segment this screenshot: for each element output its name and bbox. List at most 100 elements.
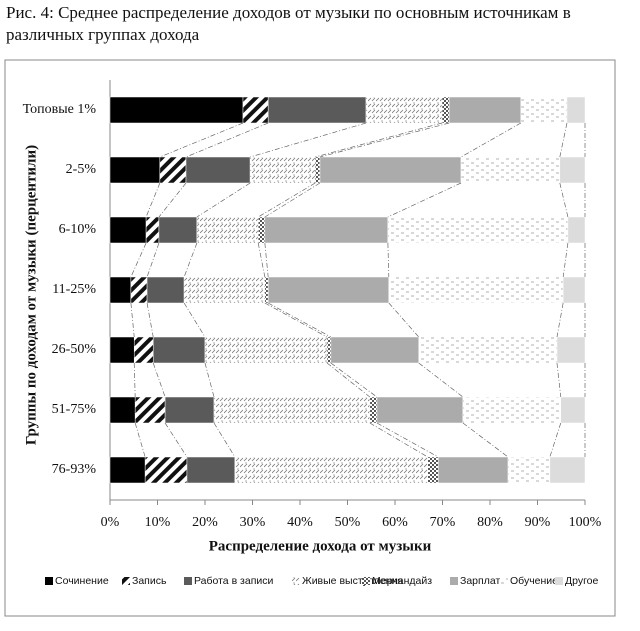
bar-segment <box>257 216 266 244</box>
bar-segment <box>462 396 562 424</box>
bar-segment <box>152 336 206 364</box>
connector-line <box>258 182 316 218</box>
bar-segment <box>427 456 439 484</box>
x-tick-label: 80% <box>477 515 503 530</box>
legend-label: Обучение <box>510 575 558 587</box>
frame <box>4 59 616 617</box>
connector-line <box>130 242 147 278</box>
legend-swatch <box>184 577 192 585</box>
connector-line <box>185 122 269 158</box>
bar-segment <box>460 156 561 184</box>
bar-segment <box>159 156 187 184</box>
bar-segment <box>109 96 244 124</box>
legend-label: Живые выступления <box>302 575 403 587</box>
connector-line <box>330 362 378 398</box>
bar-segment <box>249 156 316 184</box>
connector-line <box>559 182 569 218</box>
y-tick-label: 26-50% <box>52 342 97 357</box>
connector-line <box>264 302 328 338</box>
bar-segment <box>158 216 198 244</box>
connector-line <box>183 242 198 278</box>
connector-line <box>549 422 562 458</box>
x-tick-label: 20% <box>192 515 218 530</box>
bar-segment <box>448 96 522 124</box>
connector-line <box>159 122 244 158</box>
bar-segment <box>242 96 269 124</box>
bar-segment <box>204 336 328 364</box>
connector-line <box>326 362 371 398</box>
bar-segment <box>186 456 236 484</box>
legend-label: Мерчандайз <box>372 575 432 587</box>
bar-segment <box>213 396 371 424</box>
legend-label: Другое <box>565 575 599 587</box>
connector-line <box>145 182 161 218</box>
bar-segment <box>183 276 266 304</box>
connector-line <box>559 122 568 158</box>
bar-segment <box>559 156 586 184</box>
legend-swatch <box>362 577 370 585</box>
bar-segment <box>145 216 160 244</box>
connector-line <box>268 302 332 338</box>
bar-segment <box>267 276 390 304</box>
bar-segment <box>319 156 462 184</box>
connector-line <box>388 302 420 338</box>
connector-line <box>183 302 206 338</box>
connector-line <box>204 362 215 398</box>
bar-segment <box>264 276 269 304</box>
y-tick-label: Топовые 1% <box>23 102 97 117</box>
connector-line <box>556 302 564 338</box>
legend-swatch <box>450 577 458 585</box>
legend-swatch <box>500 577 508 585</box>
bar-segment <box>264 216 389 244</box>
bar-segment <box>109 216 147 244</box>
connector-line <box>257 242 266 278</box>
bar-segment <box>369 396 378 424</box>
connector-line <box>387 242 390 278</box>
bar-segment <box>562 276 586 304</box>
bar-segment <box>185 156 251 184</box>
connector-line <box>319 122 450 158</box>
bar-segment <box>109 336 135 364</box>
bar-segment <box>234 456 429 484</box>
connector-line <box>418 362 464 398</box>
x-tick-label: 0% <box>101 515 120 530</box>
x-tick-label: 30% <box>240 515 266 530</box>
legend-label: Зарплата <box>460 575 506 587</box>
connector-line <box>556 362 562 398</box>
x-tick-label: 100% <box>569 515 602 530</box>
chart-title: Рис. 4: Среднее распределение доходов от… <box>6 3 571 44</box>
legend-label: Сочинение <box>55 575 109 587</box>
connector-line <box>264 182 321 218</box>
y-axis-title: Группы по доходам от музыки (перцентили) <box>23 145 39 445</box>
bar-segment <box>566 96 586 124</box>
bar-segment <box>549 456 586 484</box>
bar-segment <box>556 336 586 364</box>
bar-segment <box>326 336 332 364</box>
bar-segment <box>567 216 586 244</box>
bar-segment <box>441 96 450 124</box>
bar-segment <box>267 96 367 124</box>
bar-segment <box>109 276 132 304</box>
connector-line <box>133 362 136 398</box>
bar-segment <box>365 96 443 124</box>
x-tick-label: 70% <box>430 515 456 530</box>
legend-swatch <box>122 577 130 585</box>
y-tick-label: 2-5% <box>66 162 97 177</box>
bar-segment <box>388 276 564 304</box>
bar-segment <box>109 156 161 184</box>
connector-line <box>213 422 236 458</box>
connector-line <box>387 182 462 218</box>
connector-line <box>164 422 188 458</box>
bar-segment <box>109 396 136 424</box>
bar-segment <box>144 456 188 484</box>
connector-line <box>264 242 269 278</box>
legend-label: Запись <box>132 575 167 587</box>
legend-label: Работа в записи <box>194 575 274 587</box>
bar-segment <box>314 156 321 184</box>
y-tick-label: 51-75% <box>52 402 97 417</box>
connector-line <box>376 422 439 458</box>
connector-line <box>158 182 187 218</box>
connector-line <box>152 362 166 398</box>
